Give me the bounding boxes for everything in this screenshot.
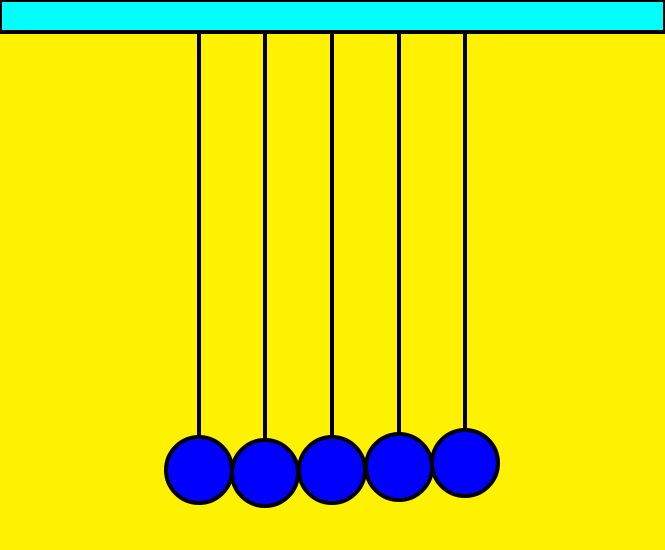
pendulum-5 [430, 34, 500, 498]
top-support-bar [0, 0, 665, 34]
pendulum-ball-3[interactable] [297, 435, 367, 505]
pendulum-ball-2[interactable] [230, 438, 300, 508]
pendulum-ball-4[interactable] [364, 432, 434, 502]
pendulum-3 [297, 34, 367, 505]
pendulum-ball-1[interactable] [164, 435, 234, 505]
pendulum-ball-5[interactable] [430, 428, 500, 498]
